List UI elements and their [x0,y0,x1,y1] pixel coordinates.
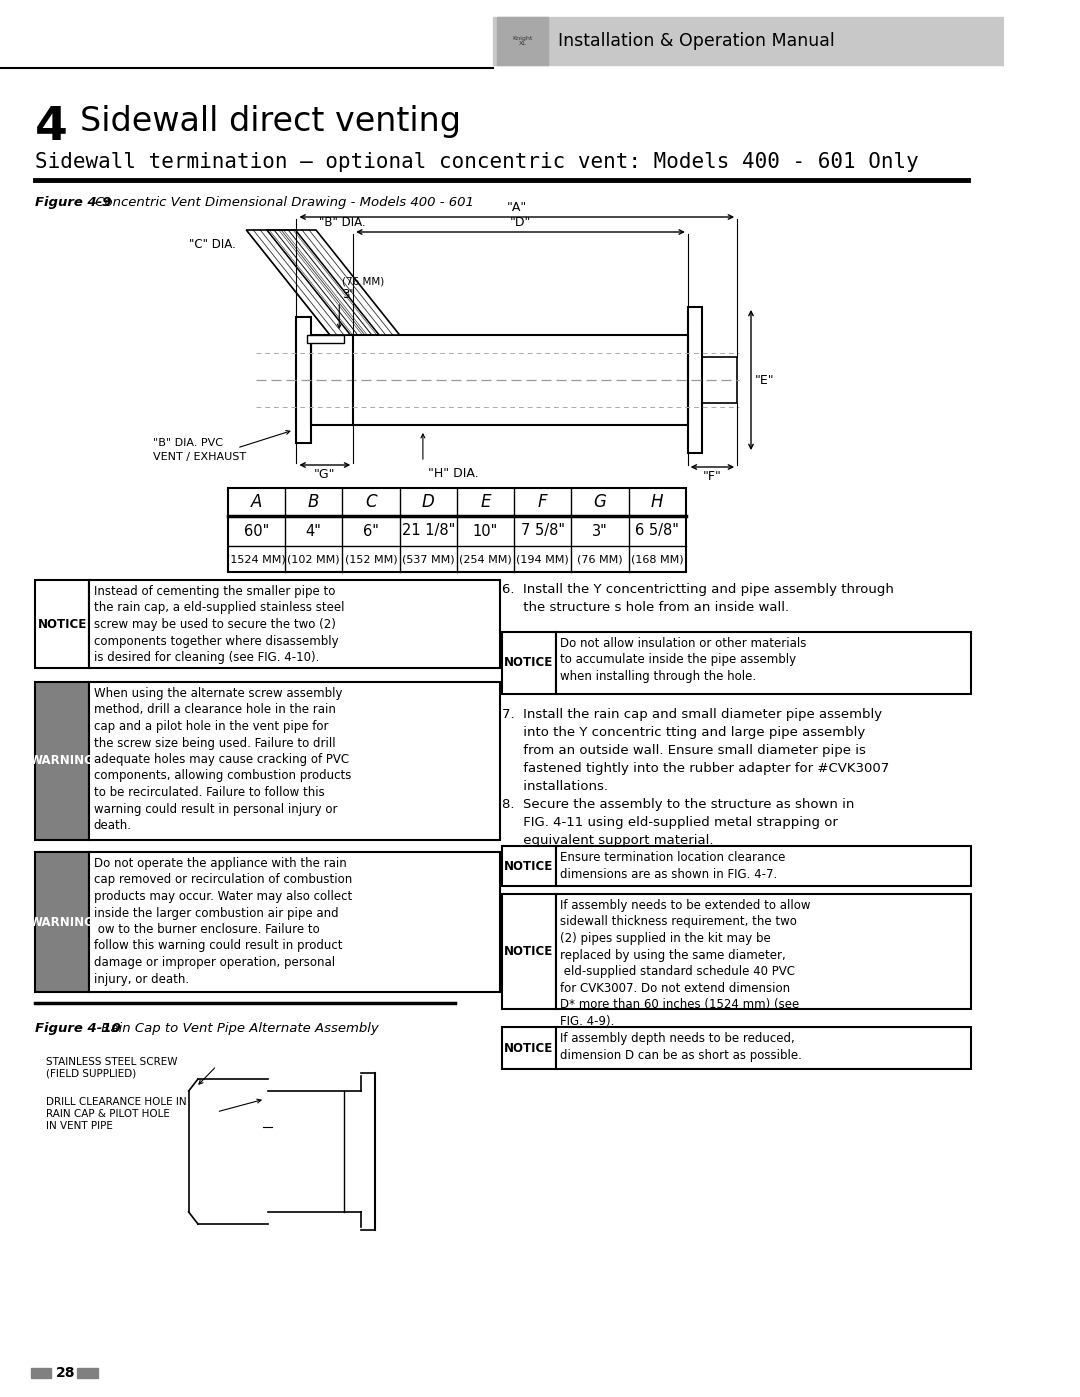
Text: (537 MM): (537 MM) [402,555,455,564]
Text: If assembly needs to be extended to allow
sidewall thickness requirement, the tw: If assembly needs to be extended to allo… [561,900,811,1028]
Text: 4": 4" [306,524,322,538]
Bar [36,682,90,840]
Bar [502,1027,556,1069]
Bar [36,580,90,668]
Text: (76 MM): (76 MM) [342,277,384,286]
Text: When using the alternate screw assembly
method, drill a clearance hole in the ra: When using the alternate screw assembly … [94,687,351,833]
Text: IN VENT PIPE: IN VENT PIPE [46,1120,113,1132]
Text: Sidewall termination – optional concentric vent: Models 400 - 601 Only: Sidewall termination – optional concentr… [36,152,919,172]
Text: 6 5/8": 6 5/8" [635,524,679,538]
Text: WARNING: WARNING [30,754,95,767]
Text: (76 MM): (76 MM) [577,555,623,564]
Text: (102 MM): (102 MM) [287,555,340,564]
Bar [30,1368,51,1377]
Text: Do not operate the appliance with the rain
cap removed or recirculation of combu: Do not operate the appliance with the ra… [94,856,352,985]
Text: 3": 3" [592,524,608,538]
Text: NOTICE: NOTICE [504,859,553,873]
Text: "H" DIA.: "H" DIA. [428,467,478,481]
Text: 28: 28 [56,1366,76,1380]
Text: "D": "D" [510,217,531,229]
Bar [556,894,971,1009]
Bar [556,631,971,694]
Text: NOTICE: NOTICE [504,1042,553,1055]
Text: Figure 4-9: Figure 4-9 [36,196,112,210]
Text: (194 MM): (194 MM) [516,555,569,564]
Text: Instead of cementing the smaller pipe to
the rain cap, a eld-supplied stainless : Instead of cementing the smaller pipe to… [94,585,345,664]
Text: NOTICE: NOTICE [38,617,86,630]
Text: NOTICE: NOTICE [504,944,553,958]
Bar [36,852,90,992]
Bar [556,847,971,886]
Text: Concentric Vent Dimensional Drawing - Models 400 - 601: Concentric Vent Dimensional Drawing - Mo… [91,196,474,210]
Text: 4: 4 [36,105,68,149]
Text: "E": "E" [755,373,774,387]
Text: (FIELD SUPPLIED): (FIELD SUPPLIED) [46,1069,137,1078]
Text: A: A [251,493,262,511]
Text: 10": 10" [473,524,498,538]
Text: H: H [651,493,663,511]
Text: NOTICE: NOTICE [504,657,553,669]
Text: Figure 4-10: Figure 4-10 [36,1023,121,1035]
Text: 6": 6" [363,524,379,538]
Text: VENT / EXHAUST: VENT / EXHAUST [153,453,246,462]
Text: (1524 MM): (1524 MM) [227,555,286,564]
Text: RAIN CAP & PILOT HOLE: RAIN CAP & PILOT HOLE [46,1109,171,1119]
Text: 21 1/8": 21 1/8" [402,524,455,538]
Text: F: F [538,493,548,511]
Bar [702,358,737,402]
Text: (152 MM): (152 MM) [345,555,397,564]
Text: DRILL CLEARANCE HOLE IN: DRILL CLEARANCE HOLE IN [46,1097,187,1106]
Text: Knight
XL: Knight XL [512,36,532,46]
Text: 60": 60" [244,524,269,538]
Bar [502,847,556,886]
Text: WARNING: WARNING [30,915,95,929]
Text: C: C [365,493,377,511]
Bar [77,1368,97,1377]
Bar [297,317,311,443]
Text: G: G [594,493,607,511]
Text: "A": "A" [507,201,527,214]
Text: 8.  Secure the assembly to the structure as shown in
     FIG. 4-11 using eld-su: 8. Secure the assembly to the structure … [502,798,854,847]
Bar [492,17,1003,66]
Bar [502,894,556,1009]
Text: Installation & Operation Manual: Installation & Operation Manual [557,32,835,50]
Text: "C" DIA.: "C" DIA. [189,239,235,251]
Text: (254 MM): (254 MM) [459,555,512,564]
Text: Ensure termination location clearance
dimensions are as shown in FIG. 4-7.: Ensure termination location clearance di… [561,851,786,880]
Bar [90,682,500,840]
Bar [90,580,500,668]
Text: If assembly depth needs to be reduced,
dimension D can be as short as possible.: If assembly depth needs to be reduced, d… [561,1032,802,1062]
Bar [502,631,556,694]
Text: E: E [481,493,490,511]
Text: "B" DIA. PVC: "B" DIA. PVC [153,439,224,448]
Text: "G": "G" [314,468,336,481]
Bar [228,488,686,571]
Text: Rain Cap to Vent Pipe Alternate Assembly: Rain Cap to Vent Pipe Alternate Assembly [97,1023,378,1035]
Bar [307,335,343,344]
Text: (168 MM): (168 MM) [631,555,684,564]
Text: STAINLESS STEEL SCREW: STAINLESS STEEL SCREW [46,1058,178,1067]
Text: B: B [308,493,320,511]
Bar [688,307,702,453]
Text: 3": 3" [342,289,355,302]
Text: Do not allow insulation or other materials
to accumulate inside the pipe assembl: Do not allow insulation or other materia… [561,637,807,683]
Bar [497,17,549,66]
Text: "F": "F" [703,469,721,483]
Text: "B" DIA.: "B" DIA. [319,215,365,229]
Text: Sidewall direct venting: Sidewall direct venting [80,105,461,138]
Polygon shape [246,231,400,335]
Text: 6.  Install the Y concentrictting and pipe assembly through
     the structure s: 6. Install the Y concentrictting and pip… [502,583,894,615]
Bar [90,852,500,992]
Text: 7 5/8": 7 5/8" [521,524,565,538]
Bar [311,335,688,425]
Text: D: D [422,493,434,511]
Text: 7.  Install the rain cap and small diameter pipe assembly
     into the Y concen: 7. Install the rain cap and small diamet… [502,708,889,793]
Bar [556,1027,971,1069]
